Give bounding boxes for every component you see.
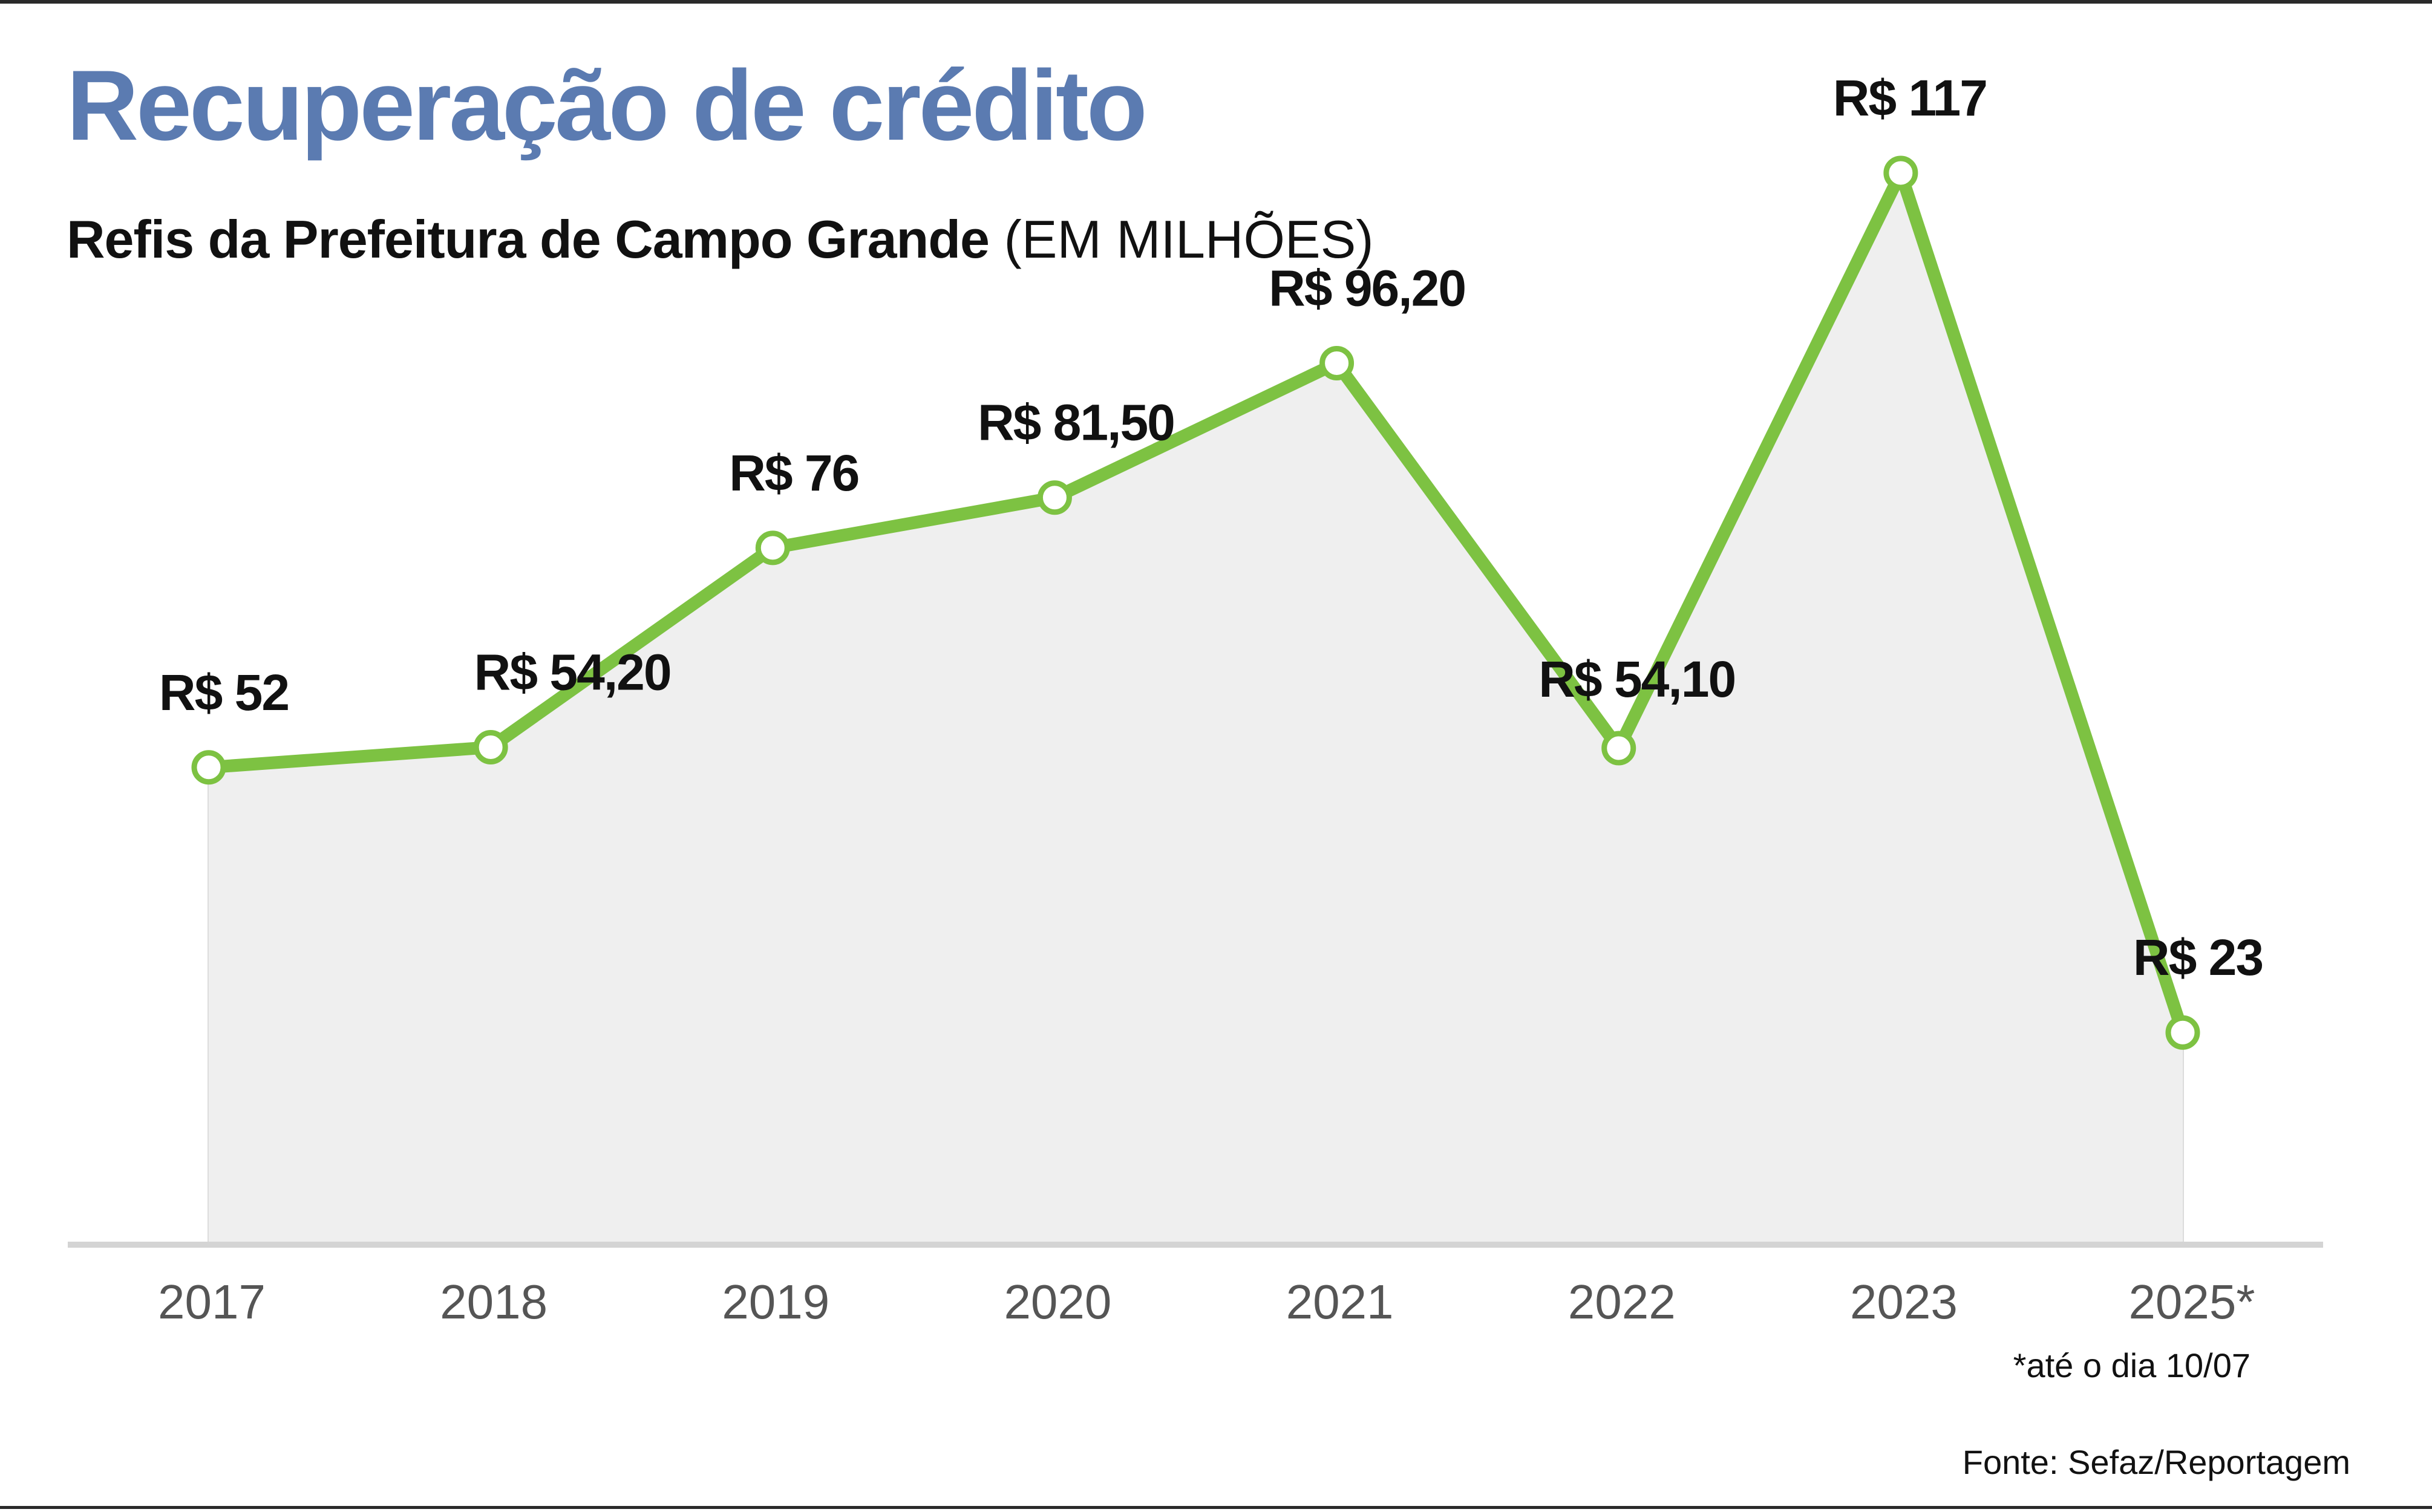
x-tick-2021: 2021: [1286, 1275, 1394, 1329]
data-label-2019: R$ 76: [729, 445, 858, 501]
bottom-rule: [0, 1506, 2432, 1509]
area-fill: [209, 172, 2183, 1243]
chart-title: Recuperação de crédito: [67, 50, 1148, 161]
footnote: *até o dia 10/07: [2013, 1346, 2251, 1384]
subtitle-unit: (EM MILHÕES): [1004, 209, 1374, 269]
data-label-2017: R$ 52: [159, 664, 289, 721]
x-tick-2023: 2023: [1850, 1275, 1958, 1329]
data-point-2023: [1883, 155, 1918, 191]
data-point-2018: [473, 729, 508, 764]
data-label-2023: R$ 117: [1833, 70, 1987, 126]
x-tick-2018: 2018: [440, 1275, 548, 1329]
x-tick-2017: 2017: [158, 1275, 266, 1329]
source-credit: Fonte: Sefaz/Reportagem: [1962, 1443, 2350, 1481]
data-point-2017: [191, 750, 226, 785]
data-point-2019: [755, 530, 790, 565]
data-label-2020: R$ 81,50: [978, 394, 1174, 451]
data-point-2021: [1319, 345, 1355, 380]
data-points: [191, 155, 2200, 1050]
chart-subtitle: Refis da Prefeitura de Campo Grande (EM …: [67, 209, 1374, 270]
data-point-2022: [1601, 731, 1636, 766]
data-label-2018: R$ 54,20: [474, 644, 671, 700]
top-rule: [0, 0, 2432, 4]
x-tick-2020: 2020: [1004, 1275, 1111, 1329]
data-label-2021: R$ 96,20: [1269, 259, 1465, 316]
data-label-2022: R$ 54,10: [1538, 651, 1735, 708]
x-tick-2019: 2019: [722, 1275, 829, 1329]
x-tick-2025: 2025*: [2128, 1275, 2255, 1329]
series-line: [202, 166, 2189, 1039]
data-point-2020: [1037, 480, 1072, 515]
x-tick-2022: 2022: [1568, 1275, 1676, 1329]
data-labels: R$ 52 R$ 54,20 R$ 76 R$ 81,50 R$ 96,20 R$ 54,…: [159, 70, 2264, 986]
data-label-2025: R$ 23: [2133, 929, 2263, 986]
subtitle-main: Refis da Prefeitura de Campo Grande: [67, 209, 990, 269]
x-tick-labels: 2017 2018 2019 2020 2021 2022 2023 2025*: [158, 1275, 2255, 1329]
data-point-2025: [2165, 1015, 2200, 1050]
